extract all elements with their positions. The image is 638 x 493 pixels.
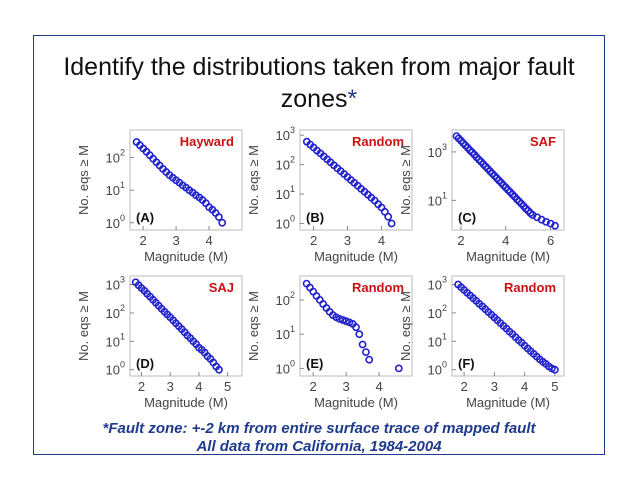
y-axis-label: No. eqs ≥ M <box>398 291 413 361</box>
data-point <box>384 212 393 221</box>
panel-annotation: Random <box>352 280 404 295</box>
footnote-fault-zone: *Fault zone: +-2 km from entire surface … <box>102 420 536 437</box>
x-tick-label: 6 <box>547 233 554 248</box>
y-tick-label: 102 <box>106 148 125 166</box>
data-point <box>362 348 370 356</box>
panel-label: (E) <box>306 356 323 371</box>
data-point <box>215 365 223 374</box>
y-tick-label: 103 <box>428 142 447 160</box>
y-tick-label: 102 <box>276 155 295 173</box>
panel-annotation: SAF <box>530 134 556 149</box>
y-axis-label: No. eqs ≥ M <box>76 291 91 361</box>
x-tick-label: 2 <box>140 233 147 248</box>
y-tick-label: 100 <box>106 360 125 378</box>
y-tick-label: 103 <box>106 275 125 293</box>
x-tick-label: 4 <box>205 233 212 248</box>
chart-panel-a: 100 101 102 2 3 4 Magnitude (M) No. eqs ≥ M Hayw… <box>76 122 258 272</box>
x-axis-label: Magnitude (M) <box>314 395 398 410</box>
y-tick-label: 102 <box>106 303 125 321</box>
plot-frame <box>129 129 243 231</box>
y-tick-label: 102 <box>276 290 295 308</box>
x-tick-label: 4 <box>375 379 382 394</box>
panel-annotation: Hayward <box>180 134 234 149</box>
chart-panel-d: 100 101 102 103 2 3 4 5 Magnitude (M) No. eqs ≥ M… <box>76 268 258 418</box>
x-tick-label: 4 <box>521 379 528 394</box>
data-point <box>358 340 367 349</box>
y-tick-label: 101 <box>428 331 447 349</box>
x-tick-label: 3 <box>173 233 180 248</box>
slide-title-text: Identify the distributions taken from ma… <box>63 53 575 113</box>
y-tick-label: 101 <box>106 331 125 349</box>
y-axis-label: No. eqs ≥ M <box>246 291 261 361</box>
x-tick-label: 2 <box>138 379 145 394</box>
y-tick-label: 101 <box>106 180 125 198</box>
y-tick-label: 100 <box>276 358 295 376</box>
x-tick-label: 2 <box>310 233 317 248</box>
x-tick-label: 3 <box>491 379 498 394</box>
panel-annotation: Random <box>504 280 556 295</box>
panel-label: (C) <box>458 210 476 225</box>
x-axis-label: Magnitude (M) <box>466 249 550 264</box>
panel-annotation: SAJ <box>209 280 234 295</box>
chart-panel-f: 100 101 102 103 2 3 4 5 Magnitude (M) No. eqs ≥ M… <box>398 268 580 418</box>
panel-label: (D) <box>136 356 154 371</box>
plot-frame <box>129 275 243 377</box>
y-axis-label: No. eqs ≥ M <box>398 145 413 215</box>
data-point <box>355 330 364 339</box>
y-tick-label: 102 <box>428 303 447 321</box>
data-point <box>214 213 223 221</box>
x-tick-label: 5 <box>224 379 231 394</box>
data-point <box>551 221 559 230</box>
x-axis-label: Magnitude (M) <box>144 395 228 410</box>
y-tick-label: 101 <box>276 324 295 342</box>
y-tick-label: 103 <box>428 275 447 293</box>
data-point <box>394 364 403 373</box>
slide-title: Identify the distributions taken from ma… <box>33 51 605 115</box>
data-point <box>352 323 360 332</box>
y-tick-label: 103 <box>276 125 295 143</box>
x-tick-label: 2 <box>457 233 464 248</box>
x-tick-label: 2 <box>310 379 317 394</box>
x-tick-label: 4 <box>502 233 509 248</box>
x-tick-label: 2 <box>460 379 467 394</box>
x-tick-label: 3 <box>343 379 350 394</box>
y-axis-label: No. eqs ≥ M <box>76 145 91 215</box>
y-tick-label: 101 <box>276 184 295 202</box>
slide-title-asterisk: * <box>347 85 358 113</box>
panel-annotation: Random <box>352 134 404 149</box>
data-point <box>387 219 396 228</box>
panel-label: (A) <box>136 210 154 225</box>
data-point <box>542 218 550 226</box>
panel-label: (B) <box>306 210 324 225</box>
x-tick-label: 4 <box>195 379 202 394</box>
footnote-data-source: All data from California, 1984-2004 <box>196 438 442 455</box>
x-axis-label: Magnitude (M) <box>466 395 550 410</box>
x-axis-label: Magnitude (M) <box>144 249 228 264</box>
panel-label: (F) <box>458 356 475 371</box>
plot-frame <box>299 275 413 377</box>
y-tick-label: 101 <box>428 190 447 208</box>
x-tick-label: 3 <box>167 379 174 394</box>
slide-frame <box>33 35 605 455</box>
y-tick-label: 100 <box>428 360 447 378</box>
y-axis-label: No. eqs ≥ M <box>246 145 261 215</box>
x-tick-label: 3 <box>344 233 351 248</box>
x-tick-label: 5 <box>551 379 558 394</box>
x-axis-label: Magnitude (M) <box>314 249 398 264</box>
chart-panel-e: 100 101 102 2 3 4 Magnitude (M) No. eqs ≥ M Rand… <box>246 268 428 418</box>
y-tick-label: 100 <box>276 213 295 231</box>
chart-panel-c: 101 103 2 4 6 Magnitude (M) No. eqs ≥ M SAF (C) <box>398 122 580 272</box>
data-point <box>365 355 374 364</box>
data-point <box>218 218 227 227</box>
x-tick-label: 4 <box>378 233 385 248</box>
y-tick-label: 100 <box>106 213 125 231</box>
data-point <box>550 365 559 374</box>
